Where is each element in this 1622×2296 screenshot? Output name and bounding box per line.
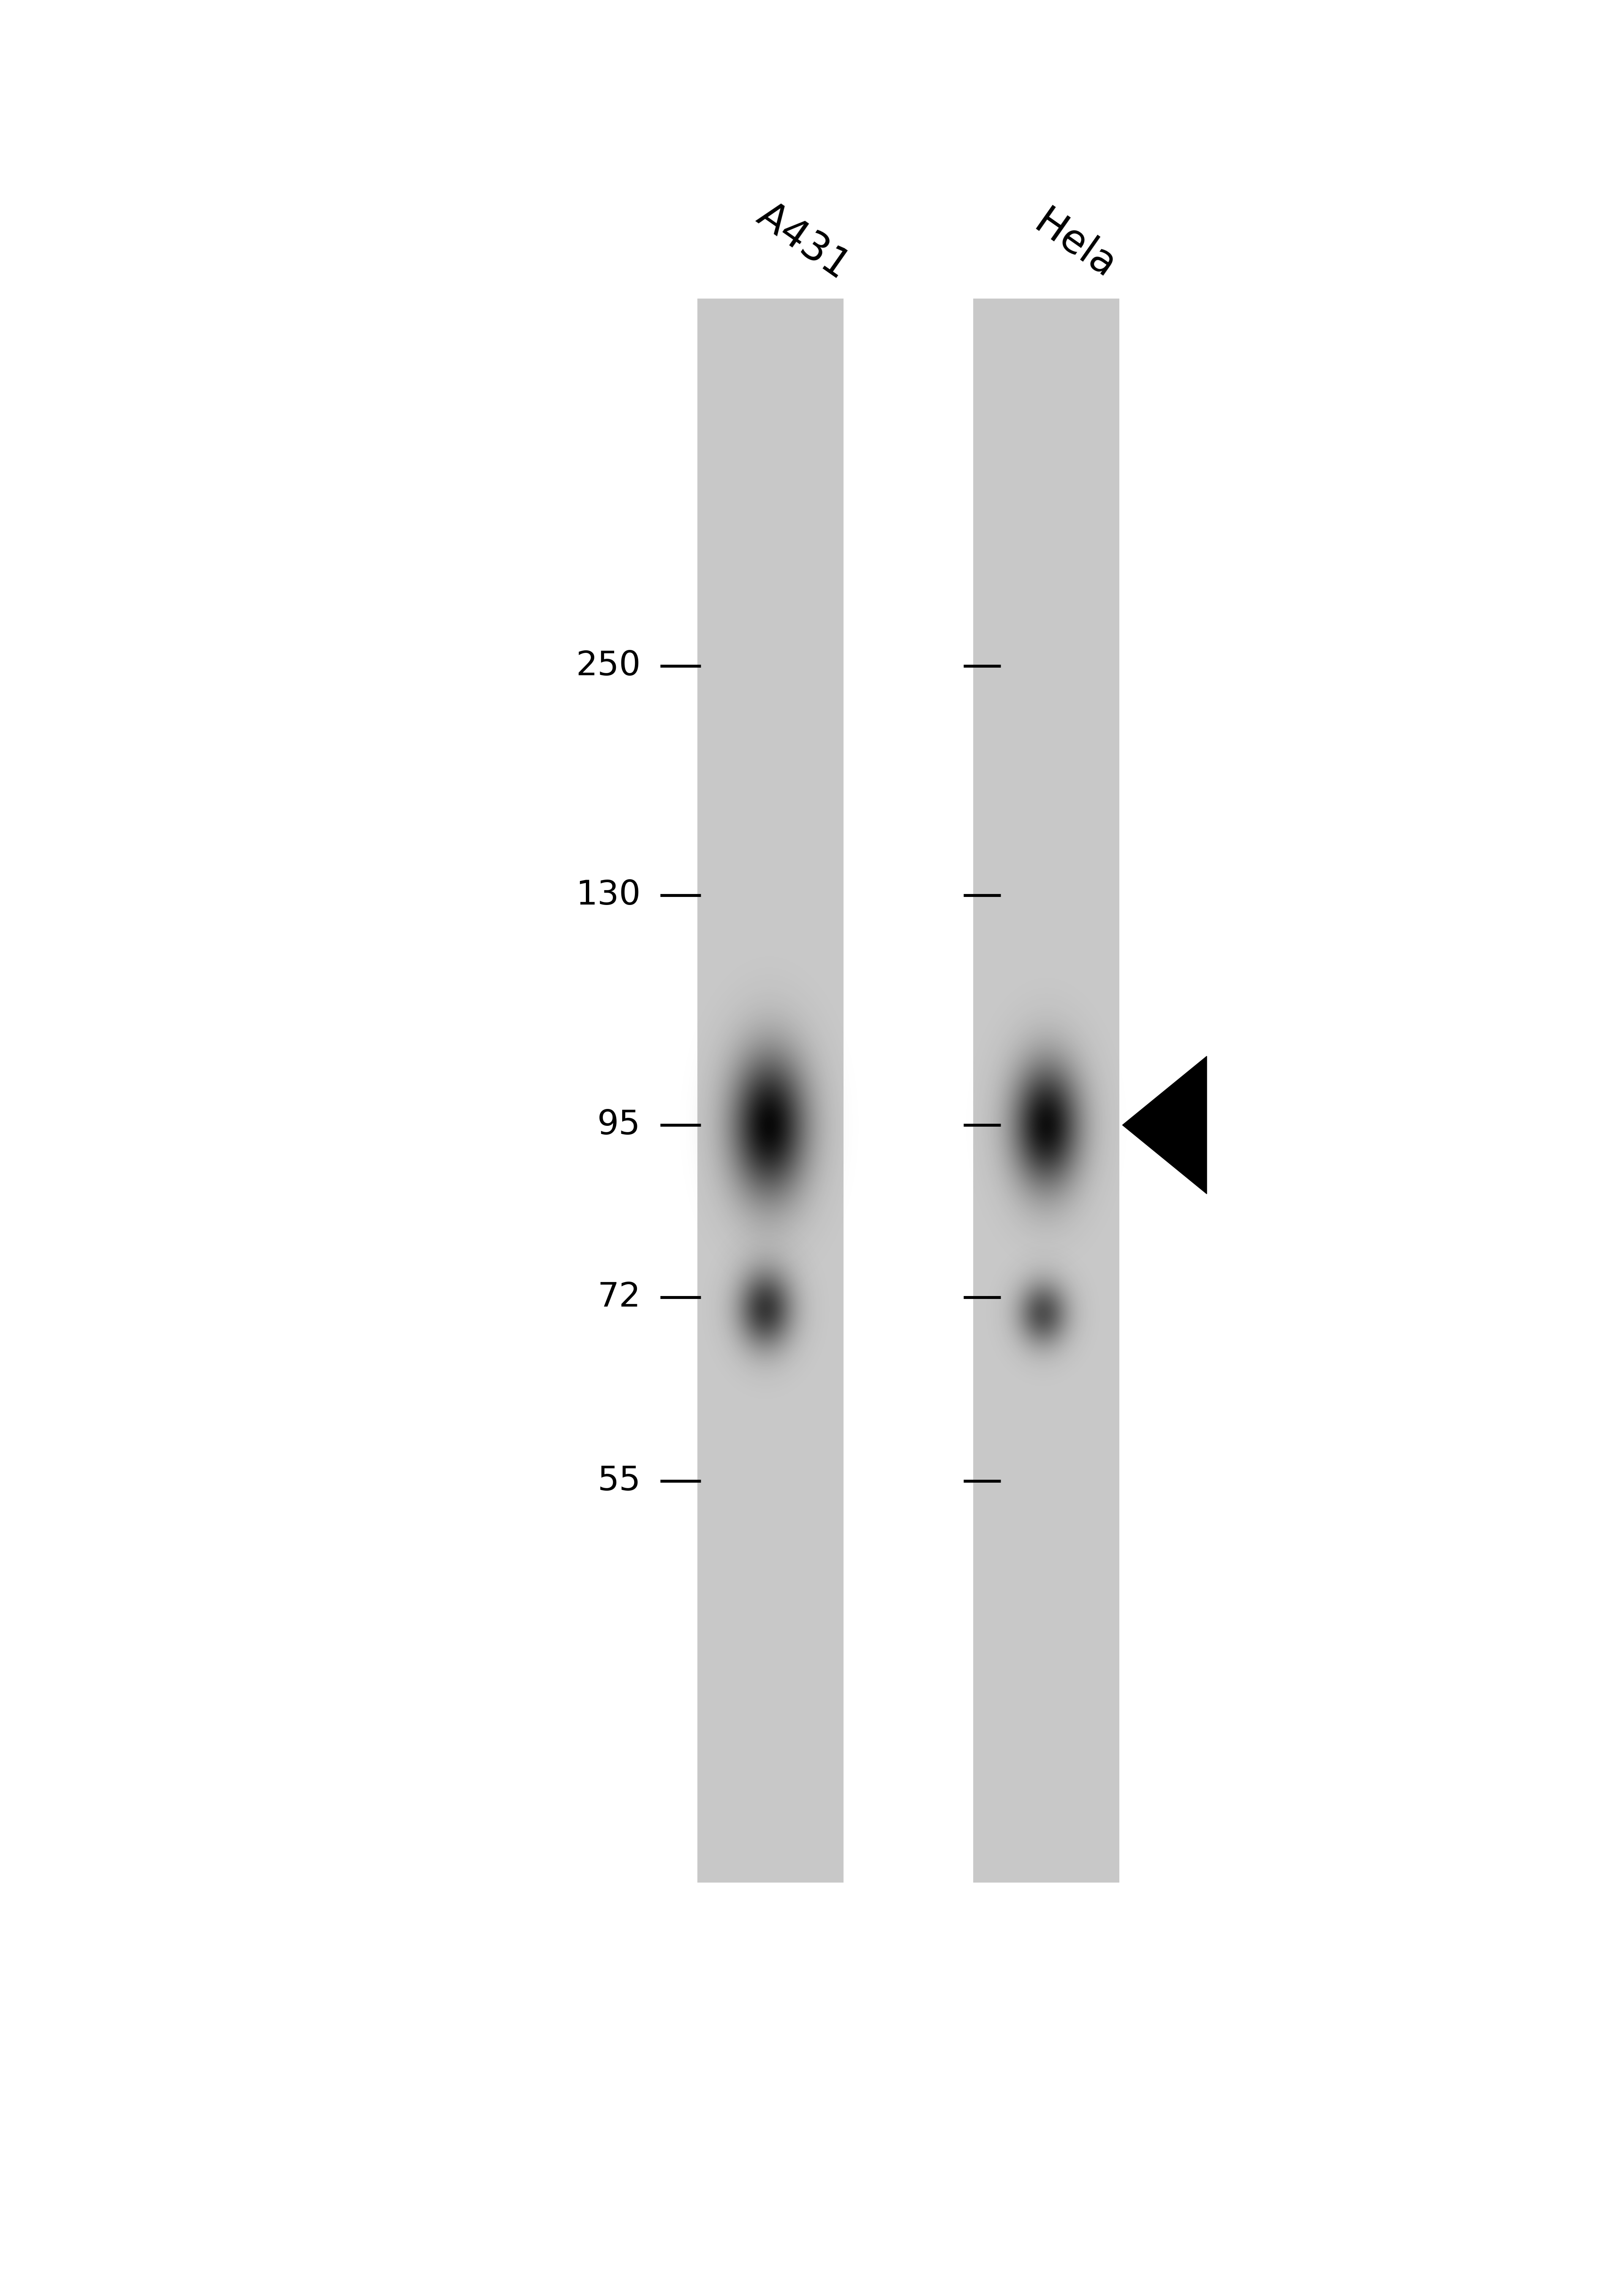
- Text: 55: 55: [597, 1465, 641, 1497]
- Text: Hela: Hela: [1027, 204, 1122, 287]
- Text: 95: 95: [597, 1109, 641, 1141]
- Polygon shape: [1122, 1056, 1207, 1194]
- Bar: [973, 298, 1119, 1883]
- Bar: [697, 298, 843, 1883]
- Text: 250: 250: [576, 650, 641, 682]
- Text: 72: 72: [597, 1281, 641, 1313]
- Text: 130: 130: [576, 879, 641, 912]
- Text: A431: A431: [749, 195, 856, 287]
